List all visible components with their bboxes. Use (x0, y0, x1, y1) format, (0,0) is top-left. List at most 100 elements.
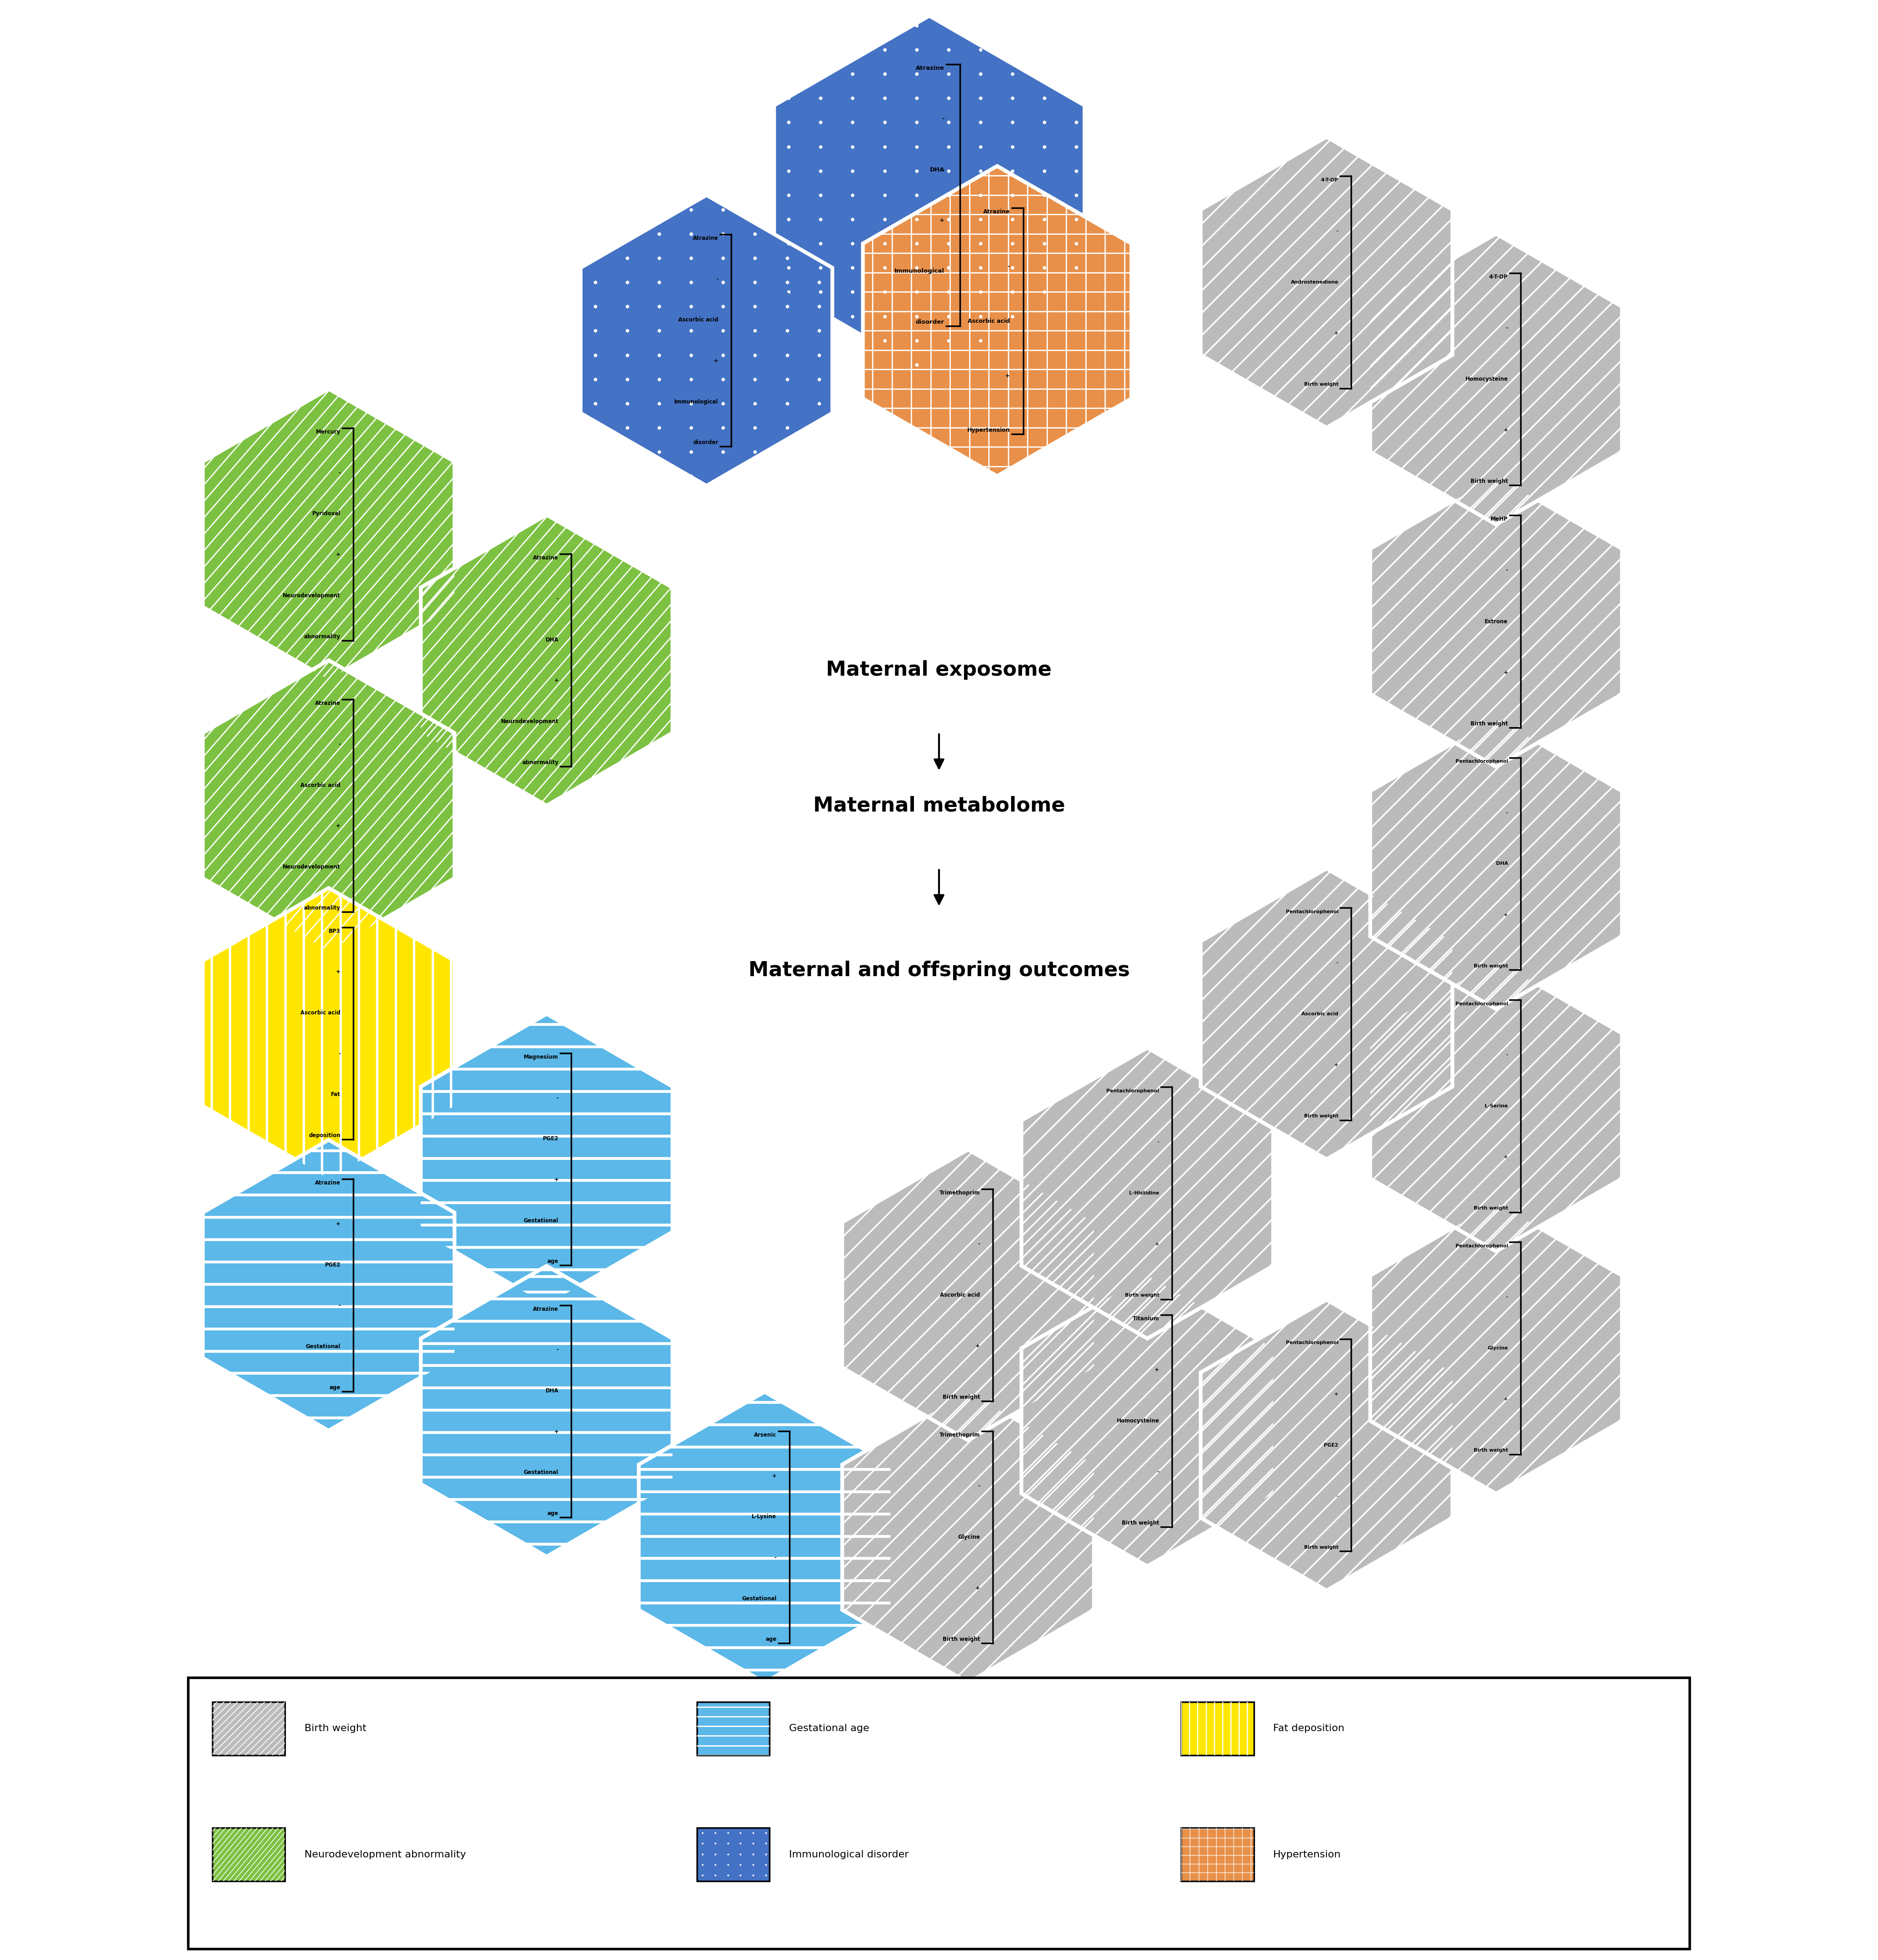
Polygon shape (203, 661, 454, 951)
Polygon shape (862, 167, 1131, 476)
Text: Homocysteine: Homocysteine (1117, 1417, 1159, 1423)
Bar (212, 1829, 285, 1882)
Text: Fat: Fat (331, 1092, 340, 1098)
Text: Birth weight: Birth weight (1303, 1544, 1339, 1550)
Text: Atrazine: Atrazine (693, 235, 719, 241)
Text: +: + (939, 218, 945, 223)
Text: Ascorbic acid: Ascorbic acid (678, 318, 719, 323)
Text: Birth weight: Birth weight (1121, 1521, 1159, 1527)
Text: Androstenedione: Androstenedione (1290, 280, 1339, 284)
Text: Atrazine: Atrazine (533, 555, 558, 561)
Bar (697, 1829, 770, 1882)
Text: -: - (556, 1096, 558, 1102)
Text: -: - (1506, 1053, 1508, 1056)
Text: -: - (943, 116, 945, 122)
Text: +: + (336, 551, 340, 559)
Text: Glycine: Glycine (1487, 1347, 1508, 1350)
Text: Homocysteine: Homocysteine (1465, 376, 1508, 382)
Text: Atrazine: Atrazine (916, 65, 945, 71)
Text: +: + (975, 1343, 980, 1348)
Text: PGE2: PGE2 (1324, 1443, 1339, 1446)
Text: -: - (1157, 1470, 1159, 1476)
Text: Birth weight: Birth weight (1303, 382, 1339, 386)
Text: 4-T-OP: 4-T-OP (1320, 178, 1339, 182)
Bar (212, 1701, 285, 1756)
Text: +: + (336, 968, 340, 974)
Text: abnormality: abnormality (522, 759, 558, 766)
Polygon shape (1200, 1299, 1452, 1590)
Polygon shape (639, 1392, 890, 1682)
Text: -: - (716, 276, 719, 282)
Text: -: - (1506, 1296, 1508, 1299)
Polygon shape (1200, 137, 1452, 427)
Text: +: + (1155, 1243, 1159, 1247)
Text: +: + (1504, 670, 1508, 676)
Text: +: + (1333, 331, 1339, 335)
Text: abnormality: abnormality (304, 906, 340, 911)
Text: Hypertension: Hypertension (967, 427, 1010, 433)
Text: Atrazine: Atrazine (533, 1305, 558, 1311)
Text: disorder: disorder (916, 319, 945, 325)
Polygon shape (203, 388, 454, 680)
Text: -: - (1337, 960, 1339, 964)
Text: +: + (714, 359, 719, 365)
Polygon shape (1022, 1049, 1273, 1339)
Text: abnormality: abnormality (304, 633, 340, 639)
Text: Birth weight: Birth weight (1470, 721, 1508, 727)
Text: Birth weight: Birth weight (1125, 1294, 1159, 1298)
Text: Pentachlorophenol: Pentachlorophenol (1455, 1245, 1508, 1249)
Text: Birth weight: Birth weight (304, 1725, 366, 1733)
Text: Ascorbic acid: Ascorbic acid (967, 318, 1010, 323)
Text: Birth weight: Birth weight (943, 1394, 980, 1399)
Text: Pyridoxal: Pyridoxal (312, 512, 340, 517)
Text: +: + (772, 1472, 776, 1480)
Text: DHA: DHA (930, 167, 945, 172)
Text: Birth weight: Birth weight (1474, 964, 1508, 968)
Text: +: + (1504, 1397, 1508, 1401)
Polygon shape (841, 1151, 1093, 1441)
Text: DHA: DHA (545, 637, 558, 643)
Text: -: - (556, 1347, 558, 1352)
Text: -: - (338, 1303, 340, 1309)
Bar (1181, 1701, 1255, 1756)
Text: -: - (1506, 566, 1508, 574)
Bar (697, 1701, 770, 1756)
Text: -: - (338, 1051, 340, 1056)
Text: -: - (338, 741, 340, 747)
Text: Gestational: Gestational (524, 1470, 558, 1476)
Text: Mercury: Mercury (316, 429, 340, 435)
Text: Immunological: Immunological (894, 269, 945, 274)
Bar (1181, 1829, 1255, 1882)
Text: Pentachlorophenol: Pentachlorophenol (1455, 759, 1508, 764)
Text: -: - (1337, 1494, 1339, 1499)
Text: +: + (1155, 1366, 1159, 1372)
Text: DHA: DHA (1495, 862, 1508, 866)
Text: Birth weight: Birth weight (1470, 478, 1508, 484)
Text: Pentachlorophenol: Pentachlorophenol (1106, 1088, 1159, 1094)
Text: +: + (336, 823, 340, 829)
Text: Birth weight: Birth weight (1303, 1113, 1339, 1119)
Text: MeHP: MeHP (1491, 515, 1508, 521)
Text: Trimethoprim: Trimethoprim (939, 1190, 980, 1196)
Text: Hypertension: Hypertension (1273, 1850, 1341, 1860)
Text: disorder: disorder (693, 439, 719, 445)
Text: Immunological disorder: Immunological disorder (789, 1850, 909, 1860)
Text: -: - (1506, 809, 1508, 815)
Text: Atrazine: Atrazine (982, 210, 1010, 216)
Text: Neurodevelopment: Neurodevelopment (284, 592, 340, 598)
Text: +: + (1504, 427, 1508, 433)
Text: deposition: deposition (308, 1133, 340, 1139)
Text: Gestational: Gestational (524, 1217, 558, 1223)
Text: Birth weight: Birth weight (943, 1637, 980, 1642)
Text: Atrazine: Atrazine (316, 700, 340, 706)
Polygon shape (203, 1141, 454, 1431)
Text: Birth weight: Birth weight (1474, 1448, 1508, 1452)
Text: -: - (774, 1554, 776, 1560)
Bar (697, 1701, 770, 1756)
Polygon shape (1371, 1203, 1623, 1494)
Text: Maternal metabolome: Maternal metabolome (813, 796, 1065, 815)
Text: Estrone: Estrone (1485, 619, 1508, 625)
Text: -: - (338, 470, 340, 476)
Text: Birth weight: Birth weight (1474, 1205, 1508, 1211)
Text: L-Serine: L-Serine (1485, 1103, 1508, 1107)
